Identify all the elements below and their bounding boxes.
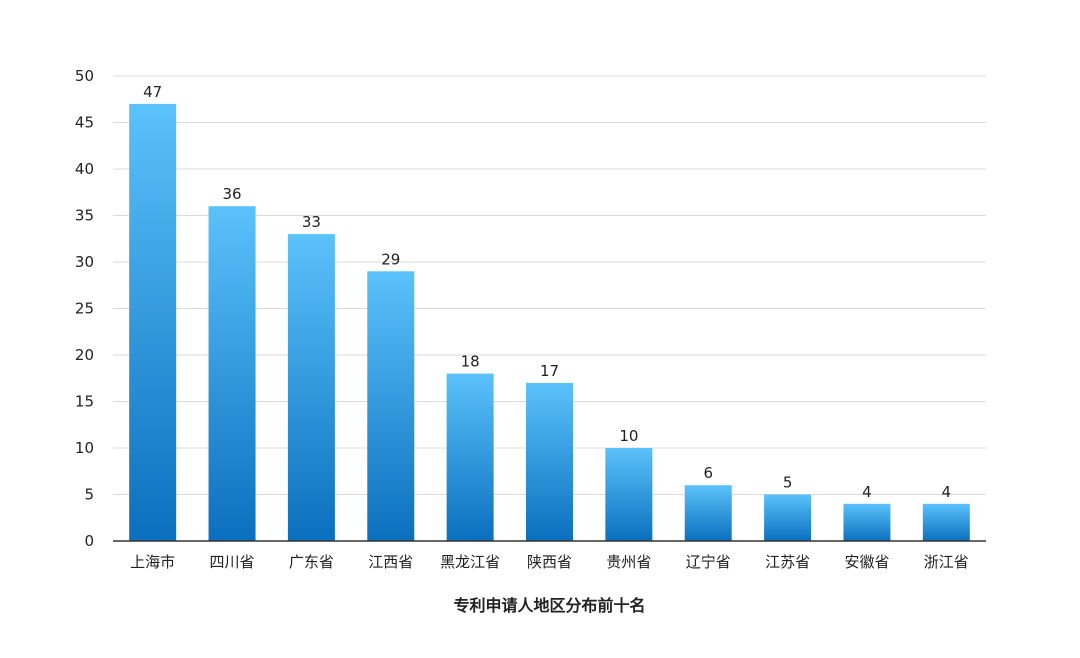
bar-4 bbox=[446, 373, 494, 541]
y-tick-label: 45 bbox=[75, 114, 94, 132]
bar-2 bbox=[287, 234, 335, 541]
x-tick-label: 辽宁省 bbox=[686, 553, 731, 571]
gridlines bbox=[113, 75, 986, 495]
y-tick-label: 25 bbox=[75, 300, 94, 318]
x-tick-label: 四川省 bbox=[210, 553, 255, 571]
bar-3 bbox=[367, 271, 415, 541]
y-tick-label: 15 bbox=[75, 393, 94, 411]
y-axis-ticks: 0 5 10 15 20 25 30 35 40 45 50 bbox=[75, 67, 94, 550]
y-tick-label: 30 bbox=[75, 253, 94, 271]
x-tick-label: 浙江省 bbox=[924, 553, 969, 571]
x-tick-label: 陕西省 bbox=[527, 553, 572, 571]
y-tick-label: 35 bbox=[75, 207, 94, 225]
data-label: 36 bbox=[222, 185, 241, 203]
bar-7 bbox=[684, 485, 732, 541]
data-label: 5 bbox=[783, 474, 793, 492]
y-tick-label: 5 bbox=[84, 486, 94, 504]
data-label: 29 bbox=[381, 250, 400, 268]
y-tick-label: 40 bbox=[75, 160, 94, 178]
data-label: 10 bbox=[619, 427, 638, 445]
data-label: 47 bbox=[143, 83, 162, 101]
data-label: 18 bbox=[461, 353, 480, 371]
x-axis-ticks: 上海市 四川省 广东省 江西省 黑龙江省 陕西省 贵州省 辽宁省 江苏省 安徽省 浙江省 bbox=[130, 553, 969, 571]
x-axis-label: 专利申请人地区分布前十名 bbox=[453, 596, 645, 615]
y-tick-label: 0 bbox=[84, 532, 94, 550]
x-tick-label: 安徽省 bbox=[844, 553, 889, 571]
bar-9 bbox=[843, 503, 891, 541]
data-label: 17 bbox=[540, 362, 559, 380]
data-label: 4 bbox=[942, 483, 952, 501]
data-labels: 47 36 33 29 18 17 10 6 5 4 4 bbox=[143, 83, 951, 501]
bar-0 bbox=[129, 103, 177, 542]
data-label: 6 bbox=[703, 464, 713, 482]
y-tick-label: 50 bbox=[75, 67, 94, 85]
x-tick-label: 黑龙江省 bbox=[440, 553, 500, 571]
x-tick-label: 广东省 bbox=[289, 553, 334, 571]
bar-5 bbox=[526, 382, 573, 541]
bars bbox=[129, 103, 970, 542]
bar-10 bbox=[922, 503, 970, 541]
data-label: 33 bbox=[302, 213, 321, 231]
y-tick-label: 10 bbox=[75, 439, 94, 457]
y-tick-label: 20 bbox=[75, 346, 94, 364]
x-tick-label: 上海市 bbox=[130, 553, 175, 571]
x-tick-label: 江苏省 bbox=[765, 553, 810, 571]
bar-1 bbox=[208, 206, 256, 541]
x-tick-label: 江西省 bbox=[368, 553, 413, 571]
data-label: 4 bbox=[862, 483, 872, 501]
bar-6 bbox=[605, 448, 653, 541]
x-tick-label: 贵州省 bbox=[606, 553, 651, 571]
bar-8 bbox=[764, 494, 812, 541]
